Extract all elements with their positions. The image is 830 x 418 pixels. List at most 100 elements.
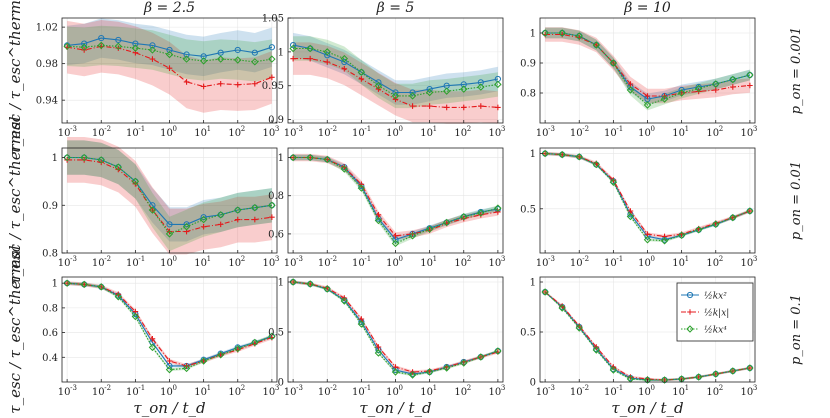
x-tick-base: 10 (672, 387, 685, 398)
data-point-linear (252, 80, 258, 87)
y-tick-label: 0.5 (520, 328, 536, 339)
y-tick-label: 0.9 (268, 115, 284, 126)
x-tick-exponent: 1 (207, 384, 211, 392)
data-point-quartic (694, 84, 703, 93)
x-tick-exponent: -3 (296, 384, 303, 392)
data-point-quartic (165, 230, 174, 238)
y-tick-label: 0.8 (520, 89, 536, 100)
data-point-quartic (131, 312, 140, 321)
data-point-quartic (391, 368, 400, 376)
data-point-quartic (626, 86, 635, 94)
data-point-quartic (391, 92, 400, 100)
x-tick-base: 10 (386, 258, 399, 269)
x-tick-label: 10 0 (386, 255, 403, 269)
data-point-linear (234, 81, 241, 88)
data-point-quartic (626, 212, 635, 221)
x-tick-base: 10 (284, 258, 297, 269)
x-tick-exponent: 2 (467, 384, 471, 392)
data-point-linear (593, 42, 600, 48)
data-point-linear (290, 55, 296, 62)
x-tick-label: 10 -2 (318, 384, 337, 398)
data-point-quartic (63, 42, 71, 51)
x-tick-exponent: 1 (685, 255, 689, 263)
data-point-quadratic (183, 51, 190, 58)
x-tick-base: 10 (263, 258, 276, 269)
data-point-quartic (63, 279, 71, 287)
data-point-quadratic (341, 58, 348, 66)
y-tick-label: 0.94 (36, 96, 58, 107)
x-tick-label: 10 -1 (126, 255, 145, 269)
confidence-band-quadratic (67, 140, 272, 242)
y-tick-label: 0.9 (520, 59, 536, 70)
x-tick-base: 10 (489, 258, 502, 269)
y-axis-label: τ_esc / τ_esc^thermal (6, 0, 24, 155)
panel-r1-c2: 10 -3 10 -2 10 -1 10 0 10 1 10 2 10 30.51 (520, 147, 757, 269)
data-point-quartic (306, 44, 314, 53)
y-tick-label: 1 (278, 153, 284, 164)
y-tick-label: 0.4 (42, 353, 58, 364)
panel-r1-c0: 10 -3 10 -2 10 -1 10 0 10 1 10 2 10 30.80.91 (42, 137, 279, 269)
data-point-quartic (391, 239, 400, 248)
confidence-band-linear (293, 42, 498, 124)
y-tick-label: 1 (530, 29, 536, 40)
x-tick-base: 10 (386, 128, 399, 139)
x-tick-exponent: 2 (719, 125, 723, 133)
x-tick-label: 10 2 (706, 125, 723, 139)
data-point-linear (324, 59, 331, 65)
x-tick-base: 10 (706, 258, 719, 269)
x-tick-base: 10 (58, 258, 71, 269)
data-point-linear (183, 79, 190, 85)
data-point-quadratic (217, 49, 224, 56)
data-point-quartic (660, 376, 669, 384)
x-tick-exponent: 3 (275, 255, 279, 263)
y-tick-label: 1 (52, 153, 58, 164)
series-line-quartic (293, 281, 499, 376)
data-point-quartic (374, 82, 383, 90)
data-point-quartic (609, 366, 618, 374)
x-tick-label: 10 2 (454, 125, 471, 139)
x-tick-label: 10 0 (160, 125, 177, 139)
panel-r1-c1: 10 -3 10 -2 10 -1 10 0 10 1 10 2 10 30.60.81 (268, 147, 505, 269)
y-tick-label: 0 (278, 378, 284, 389)
data-point-quartic (643, 236, 652, 244)
row-label: p_on = 0.01 (789, 161, 804, 240)
y-tick-label: 0.5 (268, 328, 284, 339)
y-tick-label: 0.98 (36, 59, 58, 70)
data-point-quartic (340, 297, 349, 305)
x-tick-exponent: 1 (685, 125, 689, 133)
x-tick-exponent: 2 (467, 255, 471, 263)
data-point-quartic (234, 56, 242, 64)
x-tick-label: 10 -2 (570, 255, 589, 269)
data-point-quartic (494, 80, 502, 89)
data-point-quartic (234, 344, 242, 353)
series-line-quartic (293, 156, 499, 245)
data-point-linear (200, 83, 207, 90)
data-point-quartic (425, 88, 434, 97)
data-point-linear (166, 358, 173, 364)
y-tick-label: 1 (278, 278, 284, 289)
x-tick-base: 10 (489, 128, 502, 139)
data-point-quadratic (81, 40, 88, 47)
data-point-quartic (660, 237, 669, 245)
x-tick-exponent: -1 (138, 384, 145, 392)
data-point-quartic (199, 57, 208, 65)
x-tick-label: 10 3 (489, 125, 506, 139)
data-point-linear (576, 323, 583, 329)
data-point-linear (392, 233, 399, 239)
data-point-quartic (182, 55, 191, 63)
data-point-quartic (268, 201, 276, 209)
legend-label: ½kx⁴ (704, 325, 727, 336)
data-point-quartic (323, 155, 331, 164)
panel-r0-c2: 10 -3 10 -2 10 -1 10 0 10 1 10 2 10 30.80.91 (520, 17, 757, 139)
row-label: p_on = 0.001 (789, 27, 804, 114)
x-tick-label: 10 -3 (536, 255, 555, 269)
x-tick-base: 10 (454, 128, 467, 139)
data-point-quartic (114, 293, 123, 301)
data-point-linear (269, 74, 275, 81)
data-point-quartic (323, 285, 331, 293)
y-tick-label: 0.6 (268, 229, 284, 240)
data-point-quartic (494, 204, 502, 212)
x-tick-label: 10 0 (638, 255, 655, 269)
x-tick-label: 10 -1 (604, 384, 623, 398)
